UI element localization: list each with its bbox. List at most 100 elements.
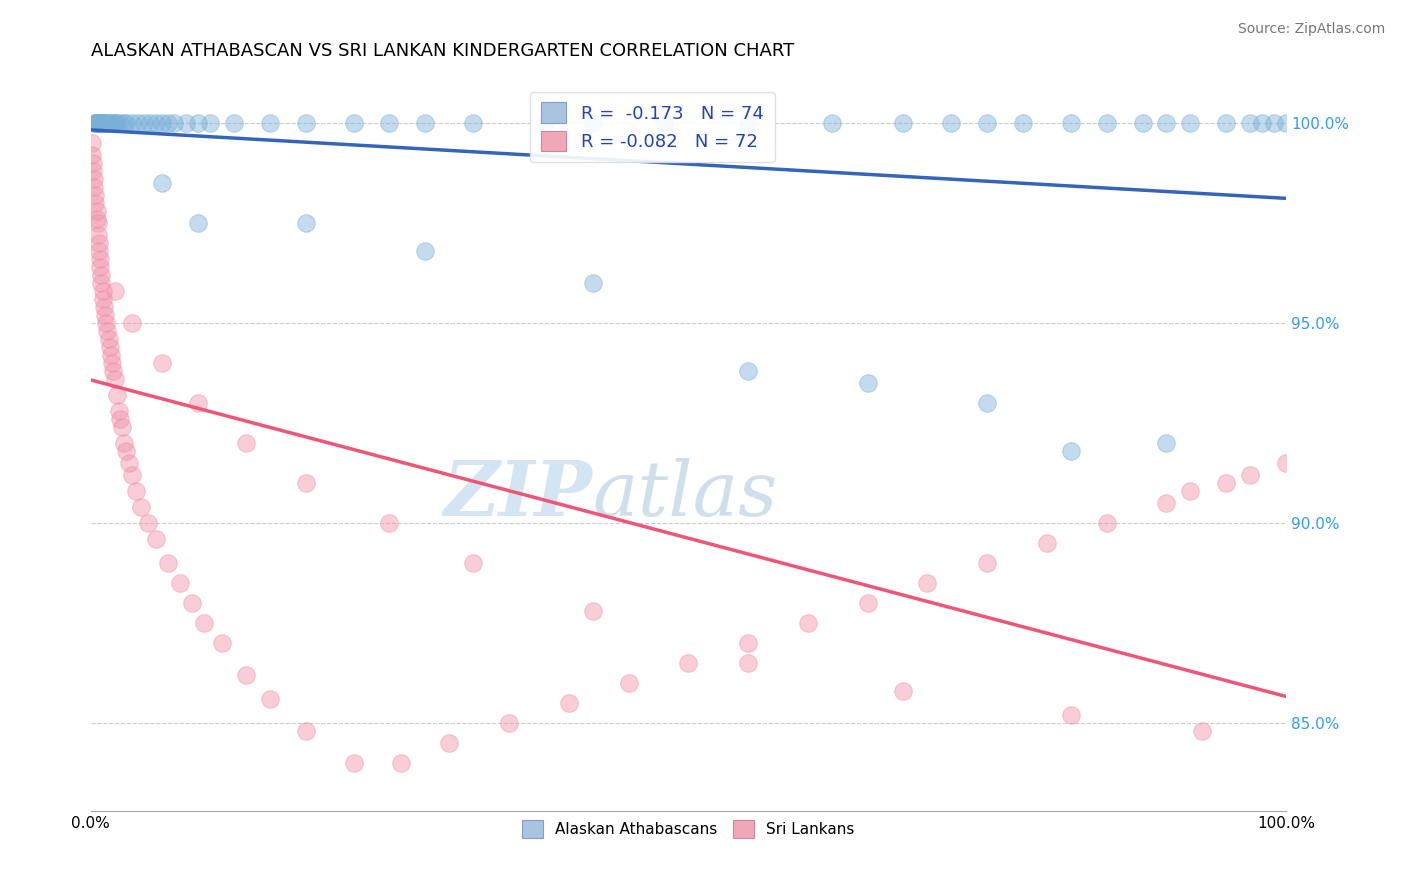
Point bbox=[582, 116, 605, 130]
Point bbox=[1180, 484, 1202, 499]
Point bbox=[654, 116, 676, 130]
Point bbox=[976, 556, 998, 570]
Point bbox=[90, 116, 112, 130]
Point bbox=[157, 556, 180, 570]
Point bbox=[89, 116, 111, 130]
Point bbox=[342, 116, 364, 130]
Text: ZIP: ZIP bbox=[444, 458, 593, 532]
Point bbox=[1060, 444, 1083, 458]
Point bbox=[80, 148, 103, 162]
Point bbox=[797, 616, 820, 631]
Point bbox=[222, 116, 245, 130]
Point bbox=[1156, 116, 1178, 130]
Point bbox=[342, 756, 364, 771]
Point bbox=[737, 364, 759, 378]
Point bbox=[294, 724, 316, 739]
Point bbox=[558, 696, 581, 710]
Point bbox=[378, 116, 401, 130]
Point bbox=[463, 556, 485, 570]
Point bbox=[115, 444, 138, 458]
Point bbox=[118, 456, 141, 470]
Point bbox=[91, 116, 114, 130]
Point bbox=[83, 172, 105, 186]
Point bbox=[1275, 116, 1298, 130]
Point bbox=[737, 656, 759, 670]
Point bbox=[463, 116, 485, 130]
Point bbox=[941, 116, 963, 130]
Point bbox=[97, 116, 120, 130]
Point bbox=[1095, 516, 1118, 531]
Point bbox=[96, 116, 118, 130]
Point bbox=[93, 116, 115, 130]
Point bbox=[413, 244, 436, 259]
Point bbox=[121, 116, 143, 130]
Point bbox=[1156, 436, 1178, 450]
Point bbox=[87, 236, 110, 251]
Point bbox=[1215, 476, 1237, 491]
Point bbox=[108, 404, 131, 418]
Point bbox=[259, 116, 281, 130]
Point bbox=[87, 116, 110, 130]
Point bbox=[103, 116, 125, 130]
Point bbox=[187, 116, 209, 130]
Point bbox=[893, 684, 915, 698]
Point bbox=[134, 116, 156, 130]
Point bbox=[83, 180, 105, 194]
Point bbox=[129, 500, 152, 515]
Point bbox=[389, 756, 412, 771]
Point bbox=[91, 116, 114, 130]
Point bbox=[917, 576, 939, 591]
Point bbox=[101, 116, 124, 130]
Point bbox=[413, 116, 436, 130]
Point bbox=[84, 188, 107, 202]
Point bbox=[145, 532, 167, 546]
Point bbox=[856, 376, 879, 391]
Point bbox=[678, 656, 700, 670]
Point bbox=[1060, 116, 1083, 130]
Point bbox=[150, 356, 173, 370]
Point bbox=[198, 116, 221, 130]
Point bbox=[89, 252, 111, 267]
Point bbox=[1036, 536, 1059, 550]
Point bbox=[294, 116, 316, 130]
Point bbox=[94, 308, 117, 322]
Point bbox=[125, 484, 148, 499]
Point bbox=[84, 116, 107, 130]
Point bbox=[821, 116, 844, 130]
Point bbox=[103, 116, 125, 130]
Point bbox=[87, 116, 110, 130]
Text: Source: ZipAtlas.com: Source: ZipAtlas.com bbox=[1237, 22, 1385, 37]
Point bbox=[103, 372, 125, 386]
Point bbox=[91, 284, 114, 298]
Point bbox=[439, 736, 461, 750]
Point bbox=[83, 116, 105, 130]
Point bbox=[187, 396, 209, 410]
Point bbox=[90, 276, 112, 290]
Point bbox=[115, 116, 138, 130]
Point bbox=[498, 716, 520, 731]
Point bbox=[1095, 116, 1118, 130]
Point bbox=[111, 420, 134, 434]
Point bbox=[856, 596, 879, 610]
Point bbox=[87, 216, 110, 230]
Point bbox=[121, 316, 143, 330]
Point bbox=[82, 156, 104, 170]
Point bbox=[110, 116, 132, 130]
Point bbox=[127, 116, 149, 130]
Point bbox=[157, 116, 180, 130]
Point bbox=[112, 436, 135, 450]
Point bbox=[136, 516, 159, 531]
Point bbox=[89, 260, 111, 275]
Point bbox=[87, 116, 110, 130]
Point bbox=[976, 396, 998, 410]
Point bbox=[163, 116, 186, 130]
Point bbox=[181, 596, 204, 610]
Point bbox=[86, 212, 108, 227]
Point bbox=[96, 316, 118, 330]
Point bbox=[1275, 456, 1298, 470]
Point bbox=[103, 284, 125, 298]
Point bbox=[1251, 116, 1274, 130]
Point bbox=[87, 116, 110, 130]
Point bbox=[1239, 468, 1261, 483]
Point bbox=[121, 468, 143, 483]
